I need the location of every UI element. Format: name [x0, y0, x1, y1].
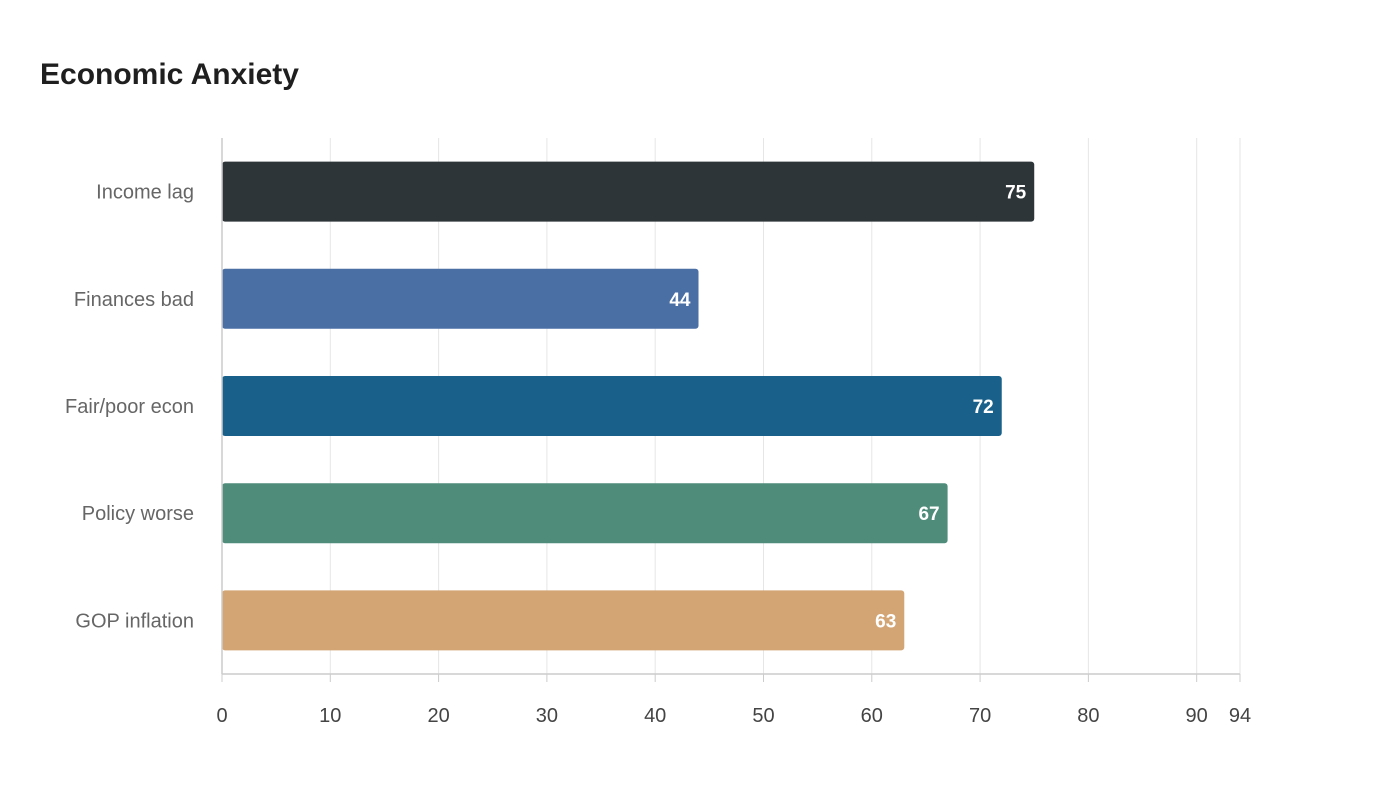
data-label: 44: [669, 290, 691, 311]
bar: [222, 161, 1035, 222]
x-tick-label: 0: [216, 705, 227, 727]
chart-title: Economic Anxiety: [40, 58, 299, 91]
data-label: 63: [875, 611, 896, 632]
x-tick-label: 90: [1186, 705, 1208, 727]
bar: [222, 590, 905, 651]
data-label: 75: [1005, 183, 1027, 204]
category-label: GOP inflation: [75, 610, 194, 632]
x-tick-label: 30: [536, 705, 558, 727]
category-label: Policy worse: [82, 503, 194, 525]
bar: [222, 483, 948, 544]
x-tick-label: 10: [319, 705, 341, 727]
bars: [222, 161, 1035, 651]
axes: [221, 138, 1241, 682]
category-label: Fair/poor econ: [65, 396, 194, 418]
bar: [222, 268, 699, 329]
bar: [222, 376, 1002, 436]
x-tick-label: 60: [861, 705, 883, 727]
x-tick-label: 50: [752, 705, 774, 727]
x-tick-label: 70: [969, 705, 991, 727]
data-label: 67: [918, 504, 939, 525]
x-tick-label: 80: [1077, 705, 1099, 727]
labels: 0 10 20 30 40 50 60 70 80 90 94 Income lag 75 Finance…: [65, 182, 1251, 727]
x-tick-label: 94: [1229, 705, 1251, 727]
data-label: 72: [973, 397, 994, 418]
x-tick-label: 20: [427, 705, 449, 727]
x-tick-label: 40: [644, 705, 666, 727]
category-label: Finances bad: [74, 289, 194, 311]
category-label: Income lag: [96, 182, 194, 204]
